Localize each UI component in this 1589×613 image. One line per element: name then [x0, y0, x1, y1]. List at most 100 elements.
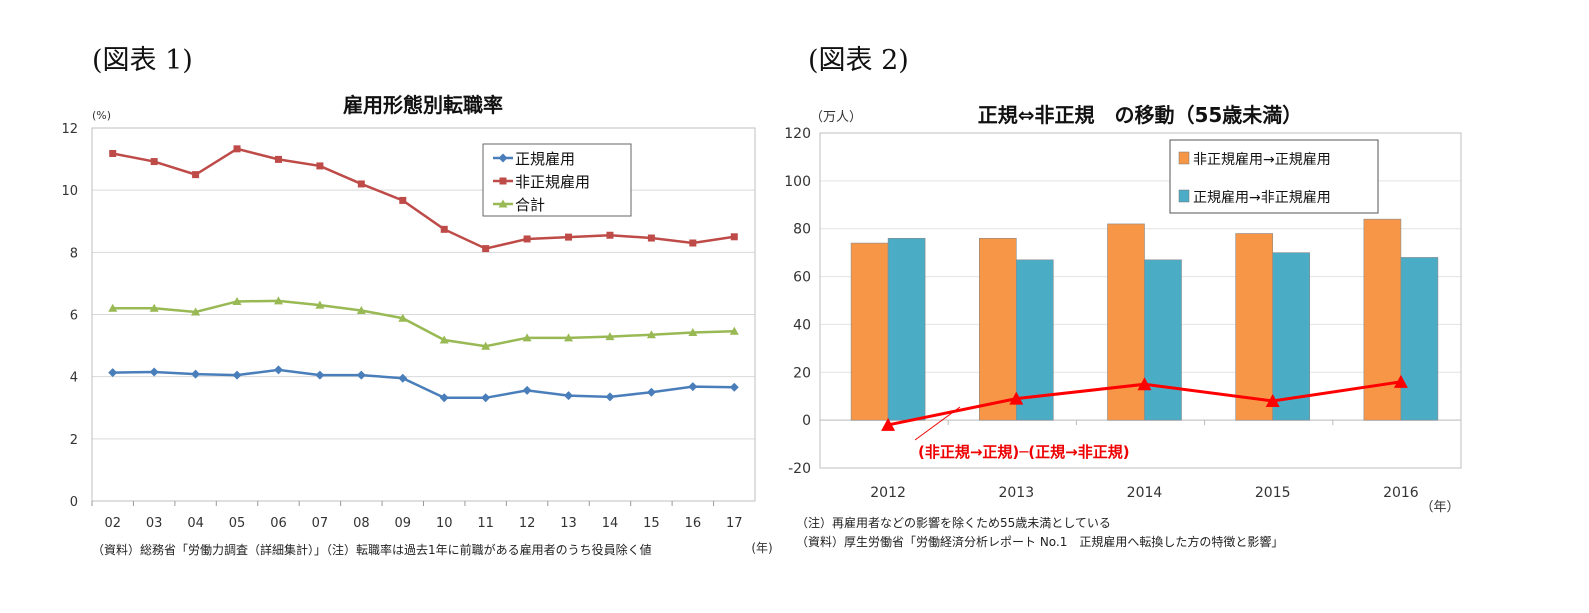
y-tick-label: 40 — [793, 317, 811, 333]
data-point — [356, 370, 366, 380]
data-point — [191, 369, 201, 379]
y-tick-label: 120 — [784, 126, 811, 142]
data-point — [274, 155, 282, 163]
x-tick-label: 06 — [270, 516, 287, 531]
data-point — [730, 233, 738, 241]
y-tick-label: 80 — [793, 222, 811, 238]
y-tick-label: -20 — [788, 461, 811, 477]
y-tick-label: 4 — [70, 371, 78, 386]
x-tick-label: 11 — [477, 516, 494, 531]
data-point — [522, 385, 532, 395]
chart-2-note: （注）再雇用者などの影響を除くため55歳未満としている — [796, 516, 1111, 530]
y-tick-label: 10 — [61, 184, 78, 199]
data-point — [564, 333, 574, 342]
plot-area — [819, 132, 1462, 469]
x-tick-label: 09 — [395, 516, 412, 531]
data-point — [232, 370, 242, 380]
data-point — [522, 333, 532, 342]
data-point — [729, 326, 739, 335]
y-tick-label: 12 — [61, 122, 78, 137]
legend-box — [1169, 139, 1379, 214]
data-point — [398, 373, 408, 383]
data-point — [357, 180, 365, 188]
x-tick-label: 13 — [560, 516, 577, 531]
bar-1 — [850, 242, 889, 421]
data-point — [440, 225, 448, 233]
difference-point — [881, 417, 896, 431]
data-point — [481, 393, 491, 403]
x-tick-label: 2014 — [1127, 485, 1163, 501]
data-point — [150, 158, 158, 166]
data-point — [315, 300, 325, 309]
figure-2-label: (図表 2) — [808, 45, 909, 76]
y-tick-label: 100 — [784, 174, 811, 190]
data-point — [565, 233, 573, 241]
data-point — [605, 392, 615, 402]
bar-2 — [1400, 257, 1439, 421]
data-point — [192, 171, 200, 179]
data-point — [729, 382, 739, 392]
x-tick-label: 2012 — [870, 485, 906, 501]
data-point — [439, 335, 449, 344]
data-point — [646, 387, 656, 397]
x-tick-label: 2013 — [998, 485, 1034, 501]
series-line-1 — [112, 368, 735, 400]
figure-1-label: (図表 1) — [92, 45, 193, 76]
data-point — [109, 149, 117, 157]
y-axis-unit: (%) — [92, 109, 111, 122]
y-axis-unit: （万人） — [810, 110, 862, 125]
data-point — [564, 391, 574, 401]
x-tick-label: 07 — [312, 516, 329, 531]
series-line-2 — [112, 147, 735, 250]
data-point — [481, 341, 491, 350]
legend-swatch — [1178, 151, 1190, 165]
data-point — [439, 393, 449, 403]
legend-label: 合計 — [515, 196, 545, 214]
legend-label: 非正規雇用 — [515, 173, 590, 191]
chart-title: 雇用形態別転職率 — [343, 93, 503, 117]
series-line-3 — [112, 299, 735, 348]
x-axis-unit: (年) — [751, 541, 772, 555]
legend-marker — [498, 199, 508, 208]
legend-label: 非正規雇用→正規雇用 — [1193, 151, 1331, 168]
data-point — [232, 296, 242, 305]
legend-label: 正規雇用 — [515, 150, 575, 168]
data-point — [523, 235, 531, 243]
data-point — [688, 382, 698, 392]
annotation-label: (非正規→正規)─(正規→非正規) — [918, 443, 1130, 461]
data-point — [647, 234, 655, 242]
x-tick-label: 14 — [602, 516, 619, 531]
x-tick-label: 2016 — [1383, 485, 1419, 501]
difference-point — [1009, 391, 1024, 405]
x-tick-label: 10 — [436, 516, 453, 531]
bar-1 — [1363, 218, 1402, 421]
data-point — [398, 313, 408, 322]
x-tick-label: 15 — [643, 516, 660, 531]
bar-1 — [978, 237, 1017, 421]
data-point — [273, 365, 283, 375]
data-point — [149, 367, 159, 377]
chart-title: 正規⇔非正規 の移動（55歳未満） — [978, 103, 1303, 127]
data-point — [399, 196, 407, 204]
data-point — [605, 332, 615, 341]
legend-label: 正規雇用→非正規雇用 — [1193, 189, 1331, 206]
data-point — [315, 370, 325, 380]
legend-marker — [498, 153, 508, 163]
difference-point — [1393, 374, 1408, 388]
data-point — [108, 368, 118, 378]
y-tick-label: 60 — [793, 270, 811, 286]
bar-2 — [1144, 259, 1182, 421]
difference-point — [1265, 394, 1280, 407]
y-tick-label: 6 — [70, 309, 78, 324]
data-point — [233, 145, 241, 153]
bar-1 — [1235, 233, 1273, 421]
x-tick-label: 05 — [229, 516, 246, 531]
x-tick-label: 03 — [146, 516, 163, 531]
x-axis-unit: （年） — [1420, 500, 1459, 515]
bar-1 — [1107, 223, 1145, 421]
data-point — [689, 239, 697, 247]
x-tick-label: 08 — [353, 516, 370, 531]
data-point — [606, 231, 614, 239]
y-tick-label: 8 — [70, 246, 78, 261]
